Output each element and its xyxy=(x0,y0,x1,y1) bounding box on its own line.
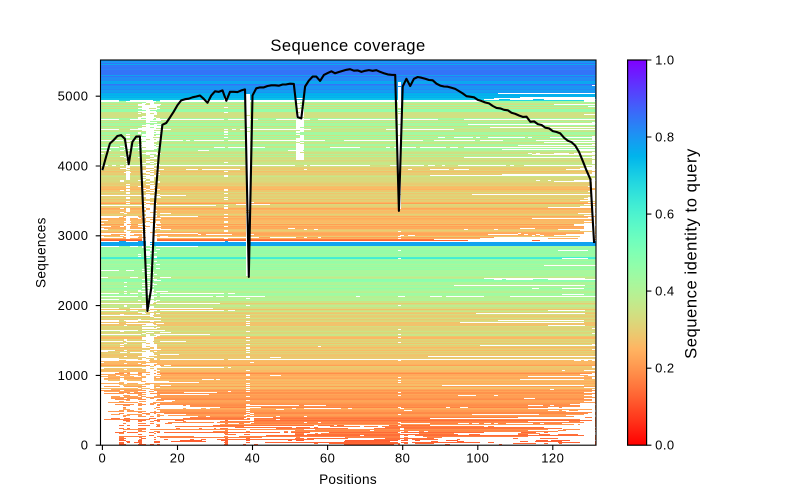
svg-text:80: 80 xyxy=(395,451,410,466)
svg-text:0.8: 0.8 xyxy=(655,129,675,144)
svg-text:0: 0 xyxy=(99,451,107,466)
svg-text:0: 0 xyxy=(81,438,89,453)
svg-text:120: 120 xyxy=(541,451,564,466)
svg-text:20: 20 xyxy=(170,451,185,466)
svg-text:0.2: 0.2 xyxy=(655,361,675,376)
svg-text:Sequences: Sequences xyxy=(34,217,49,288)
svg-text:100: 100 xyxy=(466,451,489,466)
svg-text:60: 60 xyxy=(320,451,335,466)
svg-text:0.6: 0.6 xyxy=(655,207,675,222)
svg-text:4000: 4000 xyxy=(58,158,89,173)
svg-text:0.4: 0.4 xyxy=(655,284,675,299)
svg-text:1.0: 1.0 xyxy=(655,52,675,67)
svg-text:5000: 5000 xyxy=(58,89,89,104)
svg-text:Sequence coverage: Sequence coverage xyxy=(270,36,425,55)
svg-text:1000: 1000 xyxy=(58,368,89,383)
svg-text:0.0: 0.0 xyxy=(655,438,675,453)
svg-text:2000: 2000 xyxy=(58,298,89,313)
svg-text:40: 40 xyxy=(245,451,260,466)
svg-text:Sequence identity to query: Sequence identity to query xyxy=(682,148,701,359)
svg-text:3000: 3000 xyxy=(58,228,89,243)
svg-text:Positions: Positions xyxy=(319,472,377,487)
